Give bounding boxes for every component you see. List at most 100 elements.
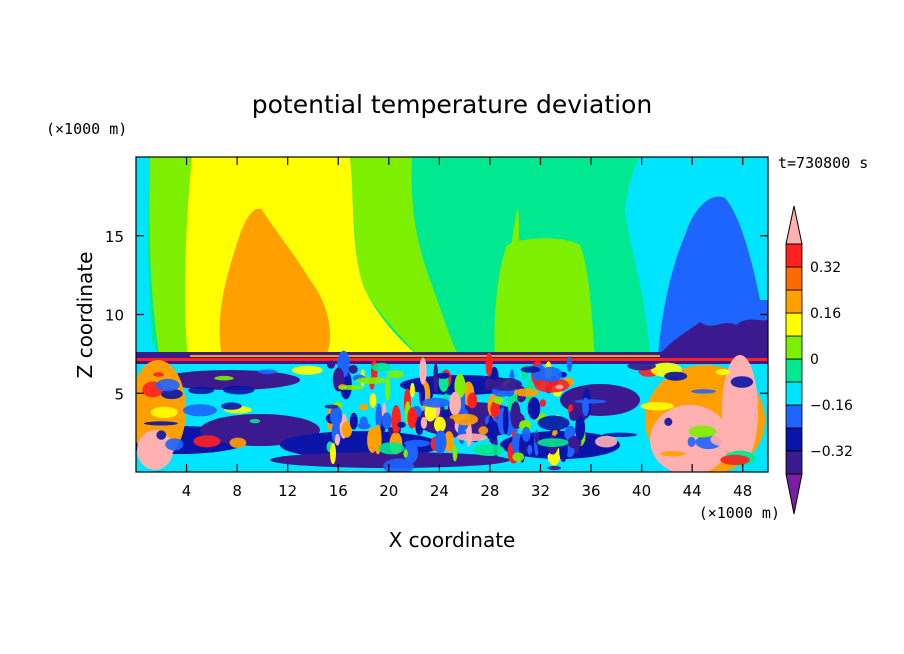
turbulence-blob [348,364,358,374]
turbulence-blob [383,458,415,472]
turbulence-blob [359,403,368,411]
turbulence-blob [555,384,564,390]
turbulence-blob [371,362,391,372]
inversion-line-red [136,358,768,361]
turbulence-blob [291,365,323,375]
turbulence-blob [691,389,716,394]
turbulence-blob [397,421,406,428]
turbulence-blob [330,442,336,465]
turbulence-blob [155,378,180,392]
y-tick-label: 5 [114,385,124,403]
turbulence-blob [660,451,686,457]
x-tick-label: 40 [632,482,651,500]
turbulence-blob [490,401,500,418]
turbulence-blob [467,392,478,409]
x-tick-label: 20 [379,482,398,500]
turbulence-blob [720,454,750,465]
region-cyan-left [136,157,160,360]
turbulence-blob [229,437,247,448]
plot-area [136,157,768,472]
turbulence-blob [434,416,446,433]
turbulence-blob [160,388,183,400]
boundary-layer-turbulence [136,350,765,472]
x-tick-label: 8 [232,482,242,500]
colorbar-label: 0.16 [810,306,841,322]
turbulence-blob [433,362,439,393]
region-green-sliver [505,206,519,358]
chart-title: potential temperature deviation [252,90,652,119]
turbulence-blob [489,378,523,391]
turbulence-blob [359,416,368,428]
turbulence-blob [338,385,365,390]
inversion-line-orange [190,355,660,357]
turbulence-blob [369,393,377,408]
turbulence-blob [730,376,754,388]
turbulence-blob [602,432,638,437]
x-tick-label: 36 [581,482,600,500]
turbulence-blob [143,421,178,426]
turbulence-blob [687,436,696,447]
turbulence-blob [537,415,570,431]
turbulence-blob [223,385,255,395]
y-axis-label: Z coordinate [73,252,97,379]
turbulence-blob [568,410,580,421]
turbulence-blob [193,435,221,448]
colorbar-swatch [785,404,803,429]
turbulence-blob [513,388,540,397]
colorbar-swatch [785,243,803,268]
colorbar-label: 0.32 [810,260,841,276]
colorbar-label: −0.32 [810,444,853,460]
turbulence-blob [375,403,382,431]
turbulence-blob [691,450,720,459]
turbulence-blob [391,405,402,434]
x-tick-label: 44 [683,482,702,500]
y-tick-label: 10 [105,307,124,325]
turbulence-blob [640,402,674,411]
turbulence-blob [478,426,489,435]
turbulence-blob [165,438,184,451]
turbulence-blob [527,397,541,420]
turbulence-blob [664,371,688,381]
colorbar-swatch [785,289,803,314]
x-tick-label: 48 [733,482,752,500]
region-orange-core [219,208,330,358]
turbulence-blob [403,449,408,458]
turbulence-blob [424,403,437,422]
turbulence-blob [420,417,428,429]
region-green-plume-right [494,238,595,358]
turbulence-blob [454,373,466,399]
turbulence-blob [520,366,541,373]
region-blue-core-right [658,196,768,360]
turbulence-blob [715,369,731,376]
turbulence-blob [510,401,521,429]
turbulence-blob [334,433,340,446]
turbulence-blob [153,372,164,377]
turbulence-blob [341,421,353,438]
colorbar-extend-low [785,473,803,515]
turbulence-blob [407,407,418,429]
turbulence-blob [574,399,607,404]
turbulence-blob [512,452,525,462]
turbulence-blob [537,438,569,447]
turbulence-blob [387,370,404,379]
turbulence-blob [627,361,656,371]
turbulence-blob [419,357,427,385]
turbulence-blob [214,375,234,381]
turbulence-blob [382,412,392,430]
turbulence-blob [452,445,458,462]
region-green-mid [350,157,460,358]
turbulence-blob [441,409,452,418]
x-axis-label: X coordinate [389,528,516,552]
turbulence-blob [403,439,431,447]
turbulence-blob [595,435,618,448]
turbulence-blob [384,376,391,401]
colorbar-swatch [785,427,803,452]
turbulence-blob [437,372,450,379]
turbulence-blob [349,412,358,430]
turbulence-blob [575,415,586,441]
colorbar-swatch [785,358,803,383]
turbulence-blob [688,425,717,438]
colorbar-swatch [785,335,803,360]
turbulence-blob [355,377,388,384]
